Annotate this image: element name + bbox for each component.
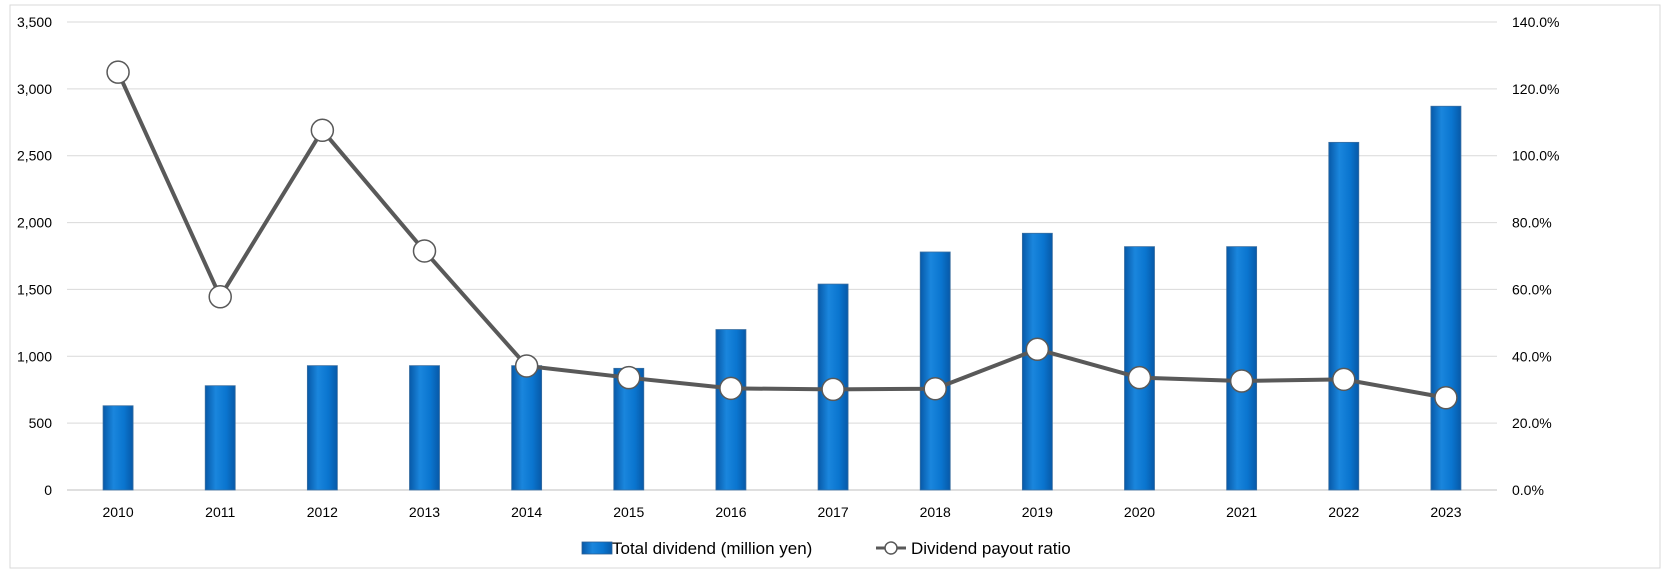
line-point	[1332, 367, 1356, 392]
x-tick-label: 2019	[1022, 504, 1053, 520]
right-tick-label: 140.0%	[1512, 14, 1559, 30]
x-tick-label: 2017	[817, 504, 848, 520]
bar	[1430, 105, 1462, 491]
left-tick-label: 3,500	[17, 14, 52, 30]
legend-line-marker	[884, 541, 898, 555]
line-point	[1127, 365, 1152, 390]
line-point	[617, 365, 641, 390]
left-tick-label: 1,000	[17, 348, 52, 364]
left-axis: 0 500 1,000 1,500 2,000 2,500 3,000 3,500	[17, 14, 52, 498]
bar	[919, 251, 951, 491]
gridlines	[67, 21, 1497, 491]
x-tick-label: 2011	[205, 504, 235, 520]
x-tick-label: 2013	[409, 504, 440, 520]
bar	[1328, 141, 1360, 491]
x-tick-label: 2016	[715, 504, 746, 520]
x-axis: 2010 2011 2012 2013 2014 2015 2016 2017 2018 2019…	[102, 504, 1461, 520]
line-point	[1025, 337, 1050, 362]
line-point	[1229, 369, 1254, 393]
line-point	[106, 60, 130, 84]
legend-line-label: Dividend payout ratio	[911, 539, 1071, 558]
right-tick-label: 60.0%	[1512, 281, 1552, 297]
right-tick-label: 80.0%	[1512, 215, 1552, 231]
left-tick-label: 0	[44, 482, 52, 498]
bar	[306, 365, 338, 491]
left-tick-label: 2,500	[17, 148, 52, 164]
right-axis: 0.0% 20.0% 40.0% 60.0% 80.0% 100.0% 120.0% 140.…	[1512, 14, 1559, 498]
bar-series	[102, 105, 1462, 491]
bar	[1226, 246, 1258, 491]
left-tick-label: 2,000	[17, 215, 52, 231]
line-series	[106, 60, 1458, 410]
right-tick-label: 100.0%	[1512, 148, 1559, 164]
bar	[102, 405, 134, 491]
line-point	[412, 239, 437, 263]
x-tick-label: 2015	[613, 504, 644, 520]
line-point	[514, 354, 539, 378]
line-point	[821, 377, 845, 402]
legend-bar-swatch	[581, 541, 613, 555]
line-point	[1434, 385, 1458, 410]
line-point	[310, 118, 335, 143]
x-tick-label: 2010	[102, 504, 133, 520]
x-tick-label: 2012	[307, 504, 338, 520]
x-tick-label: 2014	[511, 504, 542, 520]
x-tick-label: 2018	[920, 504, 951, 520]
bar	[511, 365, 543, 491]
x-tick-label: 2021	[1226, 504, 1257, 520]
line-point	[923, 376, 947, 401]
right-tick-label: 0.0%	[1512, 482, 1544, 498]
line-point	[719, 376, 743, 401]
x-tick-label: 2023	[1430, 504, 1461, 520]
bar	[715, 329, 747, 491]
left-tick-label: 3,000	[17, 81, 52, 97]
right-tick-label: 40.0%	[1512, 348, 1552, 364]
legend-bar-label: Total dividend (million yen)	[612, 539, 812, 558]
x-tick-label: 2022	[1328, 504, 1359, 520]
legend: Total dividend (million yen) Dividend pa…	[581, 539, 1071, 558]
left-tick-label: 500	[29, 415, 53, 431]
line-path	[116, 71, 1447, 400]
right-tick-label: 120.0%	[1512, 81, 1559, 97]
right-tick-label: 20.0%	[1512, 415, 1552, 431]
left-tick-label: 1,500	[17, 281, 52, 297]
bar	[204, 385, 236, 491]
line-point	[208, 285, 232, 309]
x-tick-label: 2020	[1124, 504, 1155, 520]
bar	[1021, 232, 1053, 491]
bar	[409, 365, 440, 491]
